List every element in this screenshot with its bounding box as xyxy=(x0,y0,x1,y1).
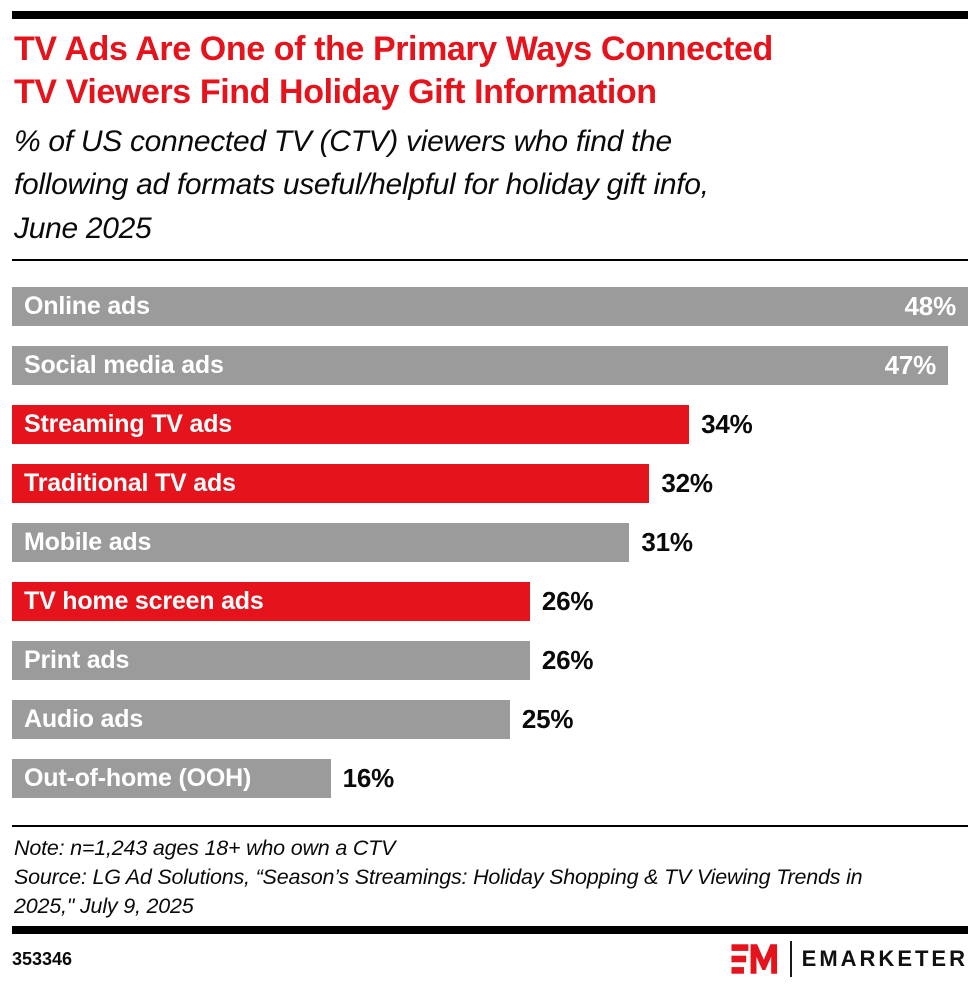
bar-category-label: Traditional TV ads xyxy=(24,469,236,498)
bar: Print ads xyxy=(12,641,530,681)
bar-value-label: 26% xyxy=(541,586,594,617)
emarketer-logo: EMARKETER xyxy=(730,941,968,978)
bar-category-label: TV home screen ads xyxy=(24,587,264,616)
chart-note: Note: n=1,243 ages 18+ who own a CTV xyxy=(14,836,396,861)
bar-category-label: Online ads xyxy=(24,292,150,321)
bar: Out-of-home (OOH) xyxy=(12,759,331,799)
bar-value-label: 32% xyxy=(661,468,713,499)
bar-row: Mobile ads 31% xyxy=(12,523,968,563)
bar-row: Streaming TV ads 34% xyxy=(12,405,968,445)
bar-category-label: Streaming TV ads xyxy=(24,410,232,439)
bar: Traditional TV ads xyxy=(12,464,650,504)
bar-category-label: Audio ads xyxy=(24,705,144,734)
bar-row: Traditional TV ads 32% xyxy=(12,464,968,504)
subtitle-line-1: % of US connected TV (CTV) viewers who f… xyxy=(14,124,672,158)
bar-value-label: 26% xyxy=(541,645,594,676)
bar: Mobile ads xyxy=(12,523,630,563)
chart-source: Source: LG Ad Solutions, “Season’s Strea… xyxy=(14,863,968,921)
bar: Streaming TV ads xyxy=(12,405,690,445)
logo-divider xyxy=(789,941,792,978)
footer-bar: 353346 EMARKETER xyxy=(12,941,968,978)
bar-value-label: 47% xyxy=(884,350,937,381)
bar-row: Print ads 26% xyxy=(12,641,968,681)
subtitle-line-2: following ad formats useful/helpful for … xyxy=(14,168,709,202)
subtitle-line-3: June 2025 xyxy=(14,211,152,245)
header-divider xyxy=(12,259,968,262)
top-rule xyxy=(12,11,968,19)
emarketer-logo-mark-icon xyxy=(731,944,777,974)
title-line-2: TV Viewers Find Holiday Gift Information xyxy=(14,72,657,111)
bar-value-label: 48% xyxy=(904,291,957,322)
bar-value-label: 16% xyxy=(342,763,395,794)
bar-row: Audio ads 25% xyxy=(12,700,968,740)
bar-category-label: Print ads xyxy=(24,646,130,675)
bar-category-label: Social media ads xyxy=(24,351,224,380)
bar: Online ads 48% xyxy=(12,287,968,327)
chart-subtitle: % of US connected TV (CTV) viewers who f… xyxy=(14,120,968,251)
source-line-1: Source: LG Ad Solutions, “Season’s Strea… xyxy=(14,865,863,890)
bar-row: Social media ads 47% xyxy=(12,346,968,386)
page-title: TV Ads Are One of the Primary Ways Conne… xyxy=(14,28,968,114)
emarketer-wordmark: EMARKETER xyxy=(801,946,968,972)
bar-row: TV home screen ads 26% xyxy=(12,582,968,622)
title-line-1: TV Ads Are One of the Primary Ways Conne… xyxy=(14,30,773,68)
bar-row: Out-of-home (OOH) 16% xyxy=(12,759,968,799)
footnote-rule xyxy=(12,825,968,828)
bar-row: Online ads 48% xyxy=(12,287,968,327)
source-line-2: 2025," July 9, 2025 xyxy=(14,894,194,919)
bar: Social media ads 47% xyxy=(12,346,949,386)
bar-chart: Online ads 48% Social media ads 47% Streamin… xyxy=(12,287,968,799)
bar-value-label: 34% xyxy=(701,409,753,440)
chart-id: 353346 xyxy=(12,948,73,969)
bottom-rule xyxy=(12,926,968,935)
bar-category-label: Out-of-home (OOH) xyxy=(24,764,252,793)
bar-value-label: 25% xyxy=(521,704,574,735)
bar-category-label: Mobile ads xyxy=(24,528,152,557)
bar-value-label: 31% xyxy=(641,527,693,558)
bar: Audio ads xyxy=(12,700,510,740)
bar: TV home screen ads xyxy=(12,582,530,622)
